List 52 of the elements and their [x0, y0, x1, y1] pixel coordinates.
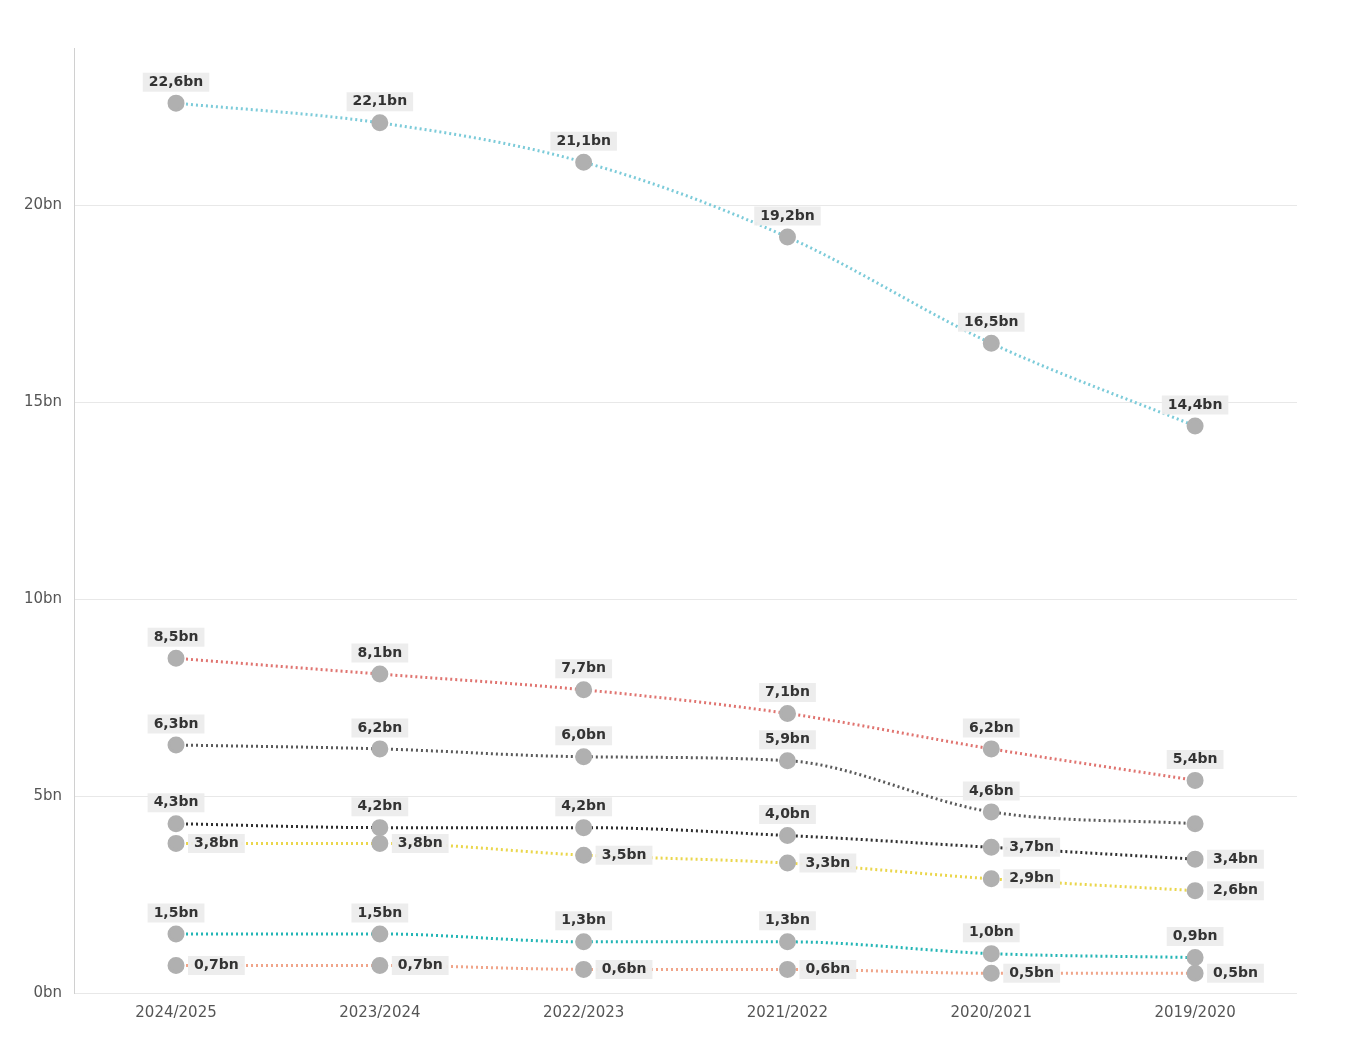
- data-label: 14,4bn: [1167, 395, 1223, 412]
- data-label: 2,9bn: [1009, 869, 1055, 886]
- x-tick-label: 2022/2023: [542, 1002, 625, 1021]
- data-label: 7,7bn: [561, 659, 607, 676]
- data-label: 7,1bn: [765, 683, 810, 700]
- y-tick-label: 10bn: [23, 589, 63, 608]
- data-label: 3,5bn: [601, 845, 647, 862]
- data-label: 0,5bn: [1009, 963, 1055, 980]
- y-tick-label: 5bn: [33, 786, 63, 805]
- data-label: 22,6bn: [148, 72, 204, 89]
- data-label: 3,3bn: [805, 853, 851, 870]
- data-label: 19,2bn: [760, 206, 815, 223]
- data-label: 1,5bn: [357, 903, 403, 920]
- data-label: 3,4bn: [1213, 849, 1258, 866]
- data-label: 22,1bn: [352, 92, 408, 109]
- data-label: 6,2bn: [968, 718, 1014, 735]
- x-tick-label: 2023/2024: [339, 1002, 421, 1021]
- data-label: 21,1bn: [556, 131, 611, 148]
- data-label: 8,1bn: [357, 643, 403, 660]
- data-label: 4,0bn: [765, 805, 810, 822]
- data-label: 16,5bn: [964, 312, 1019, 329]
- data-label: 0,6bn: [805, 960, 851, 977]
- data-label: 0,7bn: [194, 956, 239, 973]
- x-tick-label: 2019/2020: [1154, 1002, 1236, 1021]
- x-tick-label: 2020/2021: [950, 1002, 1032, 1021]
- data-label: 2,6bn: [1213, 881, 1258, 898]
- data-label: 3,8bn: [397, 834, 443, 851]
- data-label: 1,3bn: [561, 911, 607, 928]
- data-label: 3,8bn: [194, 834, 239, 851]
- x-tick-label: 2024/2025: [135, 1002, 217, 1021]
- data-label: 1,3bn: [765, 911, 810, 928]
- y-tick-label: 20bn: [23, 195, 63, 214]
- x-tick-label: 2021/2022: [746, 1002, 829, 1021]
- data-label: 1,0bn: [968, 923, 1014, 940]
- data-label: 0,7bn: [397, 956, 443, 973]
- data-label: 0,6bn: [601, 960, 647, 977]
- data-label: 6,0bn: [561, 726, 607, 743]
- data-label: 5,9bn: [765, 730, 810, 747]
- data-label: 6,2bn: [357, 718, 403, 735]
- y-tick-label: 0bn: [33, 982, 63, 1001]
- data-label: 0,9bn: [1172, 927, 1218, 944]
- data-label: 3,7bn: [1009, 837, 1055, 854]
- data-label: 4,3bn: [153, 793, 199, 810]
- data-label: 8,5bn: [153, 627, 199, 644]
- data-label: 4,2bn: [561, 797, 607, 814]
- data-label: 5,4bn: [1172, 750, 1218, 767]
- data-label: 0,5bn: [1213, 963, 1258, 980]
- y-tick-label: 15bn: [23, 392, 63, 411]
- data-label: 4,6bn: [968, 781, 1014, 798]
- data-label: 4,2bn: [357, 797, 403, 814]
- data-label: 1,5bn: [153, 903, 199, 920]
- data-label: 6,3bn: [153, 714, 199, 731]
